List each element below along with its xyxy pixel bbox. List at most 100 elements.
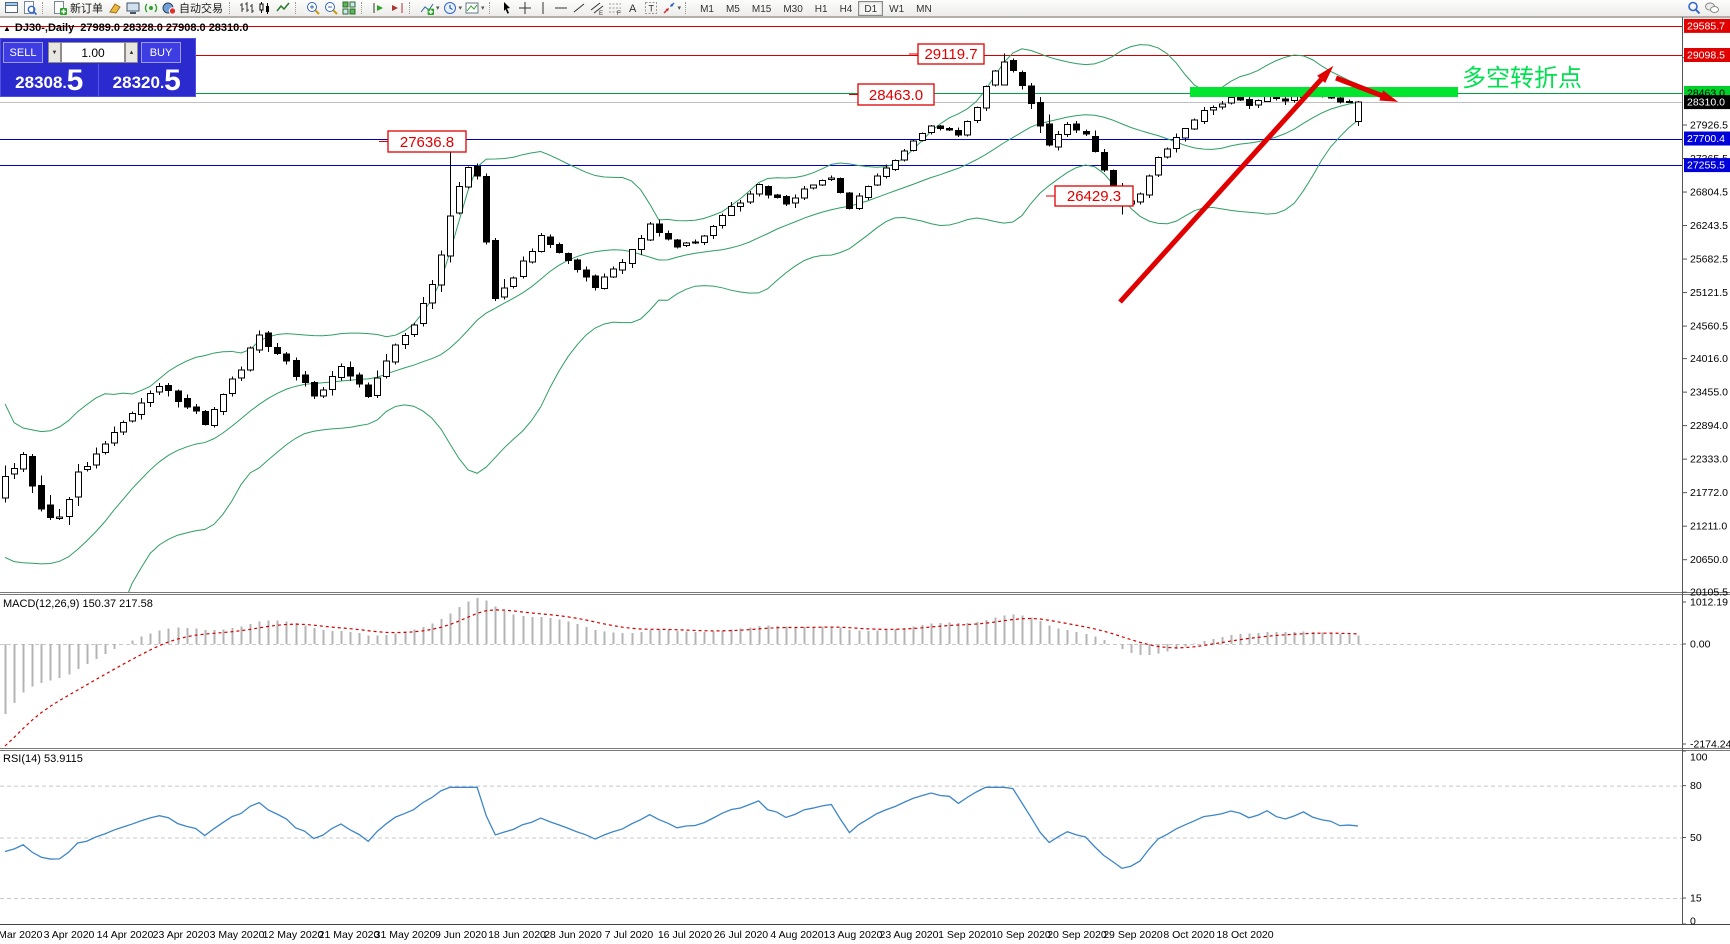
sell-button[interactable]: SELL xyxy=(3,42,43,63)
textA-icon: A xyxy=(629,3,637,15)
turning-point-level-bar[interactable] xyxy=(1190,87,1458,97)
svg-text:50: 50 xyxy=(1690,832,1702,844)
turning-point-annotation[interactable]: 多空转折点 xyxy=(1462,65,1582,92)
svg-text:29585.7: 29585.7 xyxy=(1687,20,1725,32)
timeframe-m15-button[interactable]: M15 xyxy=(751,3,772,15)
cursor-tool-button[interactable] xyxy=(498,0,516,16)
signals-button[interactable] xyxy=(142,0,160,16)
cursor-icon xyxy=(503,2,510,14)
new-order-button[interactable] xyxy=(51,0,69,16)
svg-text:26243.5: 26243.5 xyxy=(1690,220,1728,232)
volume-decrease-button[interactable]: ▼ xyxy=(48,42,61,63)
zoomout-icon xyxy=(325,2,338,15)
svg-text:22894.0: 22894.0 xyxy=(1690,420,1728,432)
svg-text:10 Sep 2020: 10 Sep 2020 xyxy=(991,929,1051,941)
vline-tool-button[interactable] xyxy=(534,0,552,16)
timeframe-d1-button[interactable]: D1 xyxy=(858,0,884,16)
svg-text:14 Apr 2020: 14 Apr 2020 xyxy=(97,929,154,941)
timeframe-m5-button[interactable]: M5 xyxy=(725,3,740,15)
styler-button[interactable] xyxy=(106,0,124,16)
chat-button[interactable] xyxy=(1703,0,1721,16)
svg-text:27926.5: 27926.5 xyxy=(1690,120,1728,132)
price-tag xyxy=(1684,95,1730,110)
hline-icon xyxy=(554,7,567,9)
svg-text:23455.0: 23455.0 xyxy=(1690,387,1728,399)
label-tool-button[interactable]: T xyxy=(642,0,660,16)
toolbar-separator xyxy=(488,2,495,14)
tile-windows-button[interactable] xyxy=(340,0,358,16)
svg-text:29098.5: 29098.5 xyxy=(1687,49,1725,61)
svg-text:27700.4: 27700.4 xyxy=(1687,133,1725,145)
auto-scroll-button[interactable] xyxy=(370,0,388,16)
trendline-tool-button[interactable] xyxy=(570,0,588,16)
downtrend-arrow[interactable] xyxy=(1335,75,1399,102)
svg-text:13 Aug 2020: 13 Aug 2020 xyxy=(824,929,883,941)
ohlc-values: 27989.0 28328.0 27908.0 28310.0 xyxy=(80,22,249,34)
price-tag xyxy=(1684,47,1730,62)
volume-increase-button[interactable]: ▲ xyxy=(125,42,138,63)
periods-menu-button[interactable]: ▾ xyxy=(441,0,464,16)
arrows-tool-button[interactable]: ▾ xyxy=(660,0,683,16)
svg-text:28 Jun 2020: 28 Jun 2020 xyxy=(544,929,602,941)
price-axis[interactable]: 29052.027926.527365.526804.526243.525682… xyxy=(1682,18,1730,928)
terminal-icon xyxy=(126,2,140,14)
svg-text:1 Sep 2020: 1 Sep 2020 xyxy=(938,929,992,941)
autotrading-button[interactable] xyxy=(160,0,178,16)
line-chart-mode-button[interactable] xyxy=(274,0,292,16)
tile-icon xyxy=(342,1,356,15)
text-tool-button[interactable]: A xyxy=(624,0,642,16)
templates-menu-button[interactable]: ▾ xyxy=(463,0,486,16)
horizontal-level-lines[interactable] xyxy=(0,26,1682,166)
buy-button[interactable]: BUY xyxy=(141,42,181,63)
svg-text:28463.0: 28463.0 xyxy=(869,87,923,104)
textT-icon: T xyxy=(644,2,657,14)
indicators-menu-button[interactable]: ▾ xyxy=(418,0,441,16)
price-callout-label[interactable]: 28463.0 xyxy=(849,83,935,106)
svg-text:20 Sep 2020: 20 Sep 2020 xyxy=(1047,929,1107,941)
search-icon xyxy=(1688,1,1701,15)
channel-tool-button[interactable]: E xyxy=(588,0,606,16)
buy-price-dec: 5 xyxy=(164,64,181,97)
linechart-icon xyxy=(276,2,290,12)
hline-tool-button[interactable] xyxy=(552,0,570,16)
price-callout-label[interactable]: 27636.8 xyxy=(379,130,467,153)
fibonacci-tool-button[interactable]: F xyxy=(606,0,624,16)
timeframe-mn-button[interactable]: MN xyxy=(916,3,932,15)
svg-text:26429.3: 26429.3 xyxy=(1067,188,1121,205)
chart-shift-button[interactable] xyxy=(388,0,406,16)
profiles-button[interactable] xyxy=(21,0,39,16)
svg-text:-2174.24: -2174.24 xyxy=(1690,739,1730,751)
zoom-out-button[interactable] xyxy=(322,0,340,16)
svg-text:20650.0: 20650.0 xyxy=(1690,554,1728,566)
timeframe-h1-button[interactable]: H1 xyxy=(814,3,828,15)
terminal-button[interactable] xyxy=(124,0,142,16)
new-chart-button[interactable] xyxy=(3,0,21,16)
chevron-down-icon: ▾ xyxy=(458,5,463,12)
crosshair-tool-button[interactable] xyxy=(516,0,534,16)
timeframe-m30-button[interactable]: M30 xyxy=(783,3,803,15)
svg-text:25 Mar 2020: 25 Mar 2020 xyxy=(0,929,43,941)
price-callout-label[interactable]: 26429.3 xyxy=(1046,185,1134,207)
svg-text:16 Jul 2020: 16 Jul 2020 xyxy=(658,929,712,941)
timeframe-w1-button[interactable]: W1 xyxy=(889,3,905,15)
trade-panel-collapse-icon[interactable]: ▲ xyxy=(3,24,11,33)
svg-text:18 Jun 2020: 18 Jun 2020 xyxy=(488,929,546,941)
timeframe-h4-button[interactable]: H4 xyxy=(839,3,853,15)
volume-input[interactable] xyxy=(61,42,125,63)
zoom-in-button[interactable] xyxy=(304,0,322,16)
price-callout-label[interactable]: 29119.7 xyxy=(909,43,985,65)
search-button[interactable] xyxy=(1685,0,1703,16)
toolbar-separator xyxy=(409,2,415,14)
svg-text:18 Oct 2020: 18 Oct 2020 xyxy=(1216,929,1273,941)
bar-chart-mode-button[interactable] xyxy=(238,0,256,16)
uptrend-arrow[interactable] xyxy=(1118,65,1334,304)
buy-price[interactable]: 28320. 5 xyxy=(99,64,196,96)
new-order-label: 新订单 xyxy=(70,3,103,15)
candle-chart-mode-button[interactable] xyxy=(256,0,274,16)
sell-price[interactable]: 28308. 5 xyxy=(1,64,99,96)
autoscroll-icon xyxy=(373,3,383,13)
timeframe-m1-button[interactable]: M1 xyxy=(700,3,714,15)
clock-icon xyxy=(443,2,456,14)
